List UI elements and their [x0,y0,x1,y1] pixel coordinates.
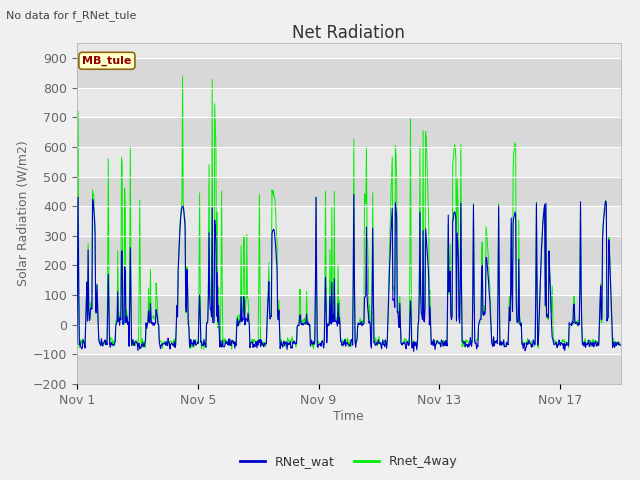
Bar [77,236,621,265]
Bar [77,295,621,325]
Bar [77,88,621,117]
Text: No data for f_RNet_tule: No data for f_RNet_tule [6,10,137,21]
Bar [77,265,621,295]
X-axis label: Time: Time [333,409,364,422]
Bar [77,206,621,236]
Bar [77,354,621,384]
Bar [77,177,621,206]
Y-axis label: Solar Radiation (W/m2): Solar Radiation (W/m2) [17,141,30,287]
Bar [77,117,621,147]
Bar [77,325,621,354]
Title: Net Radiation: Net Radiation [292,24,405,42]
Bar [77,58,621,88]
Text: MB_tule: MB_tule [82,56,132,66]
Bar [77,147,621,177]
Legend: RNet_wat, Rnet_4way: RNet_wat, Rnet_4way [235,450,463,473]
